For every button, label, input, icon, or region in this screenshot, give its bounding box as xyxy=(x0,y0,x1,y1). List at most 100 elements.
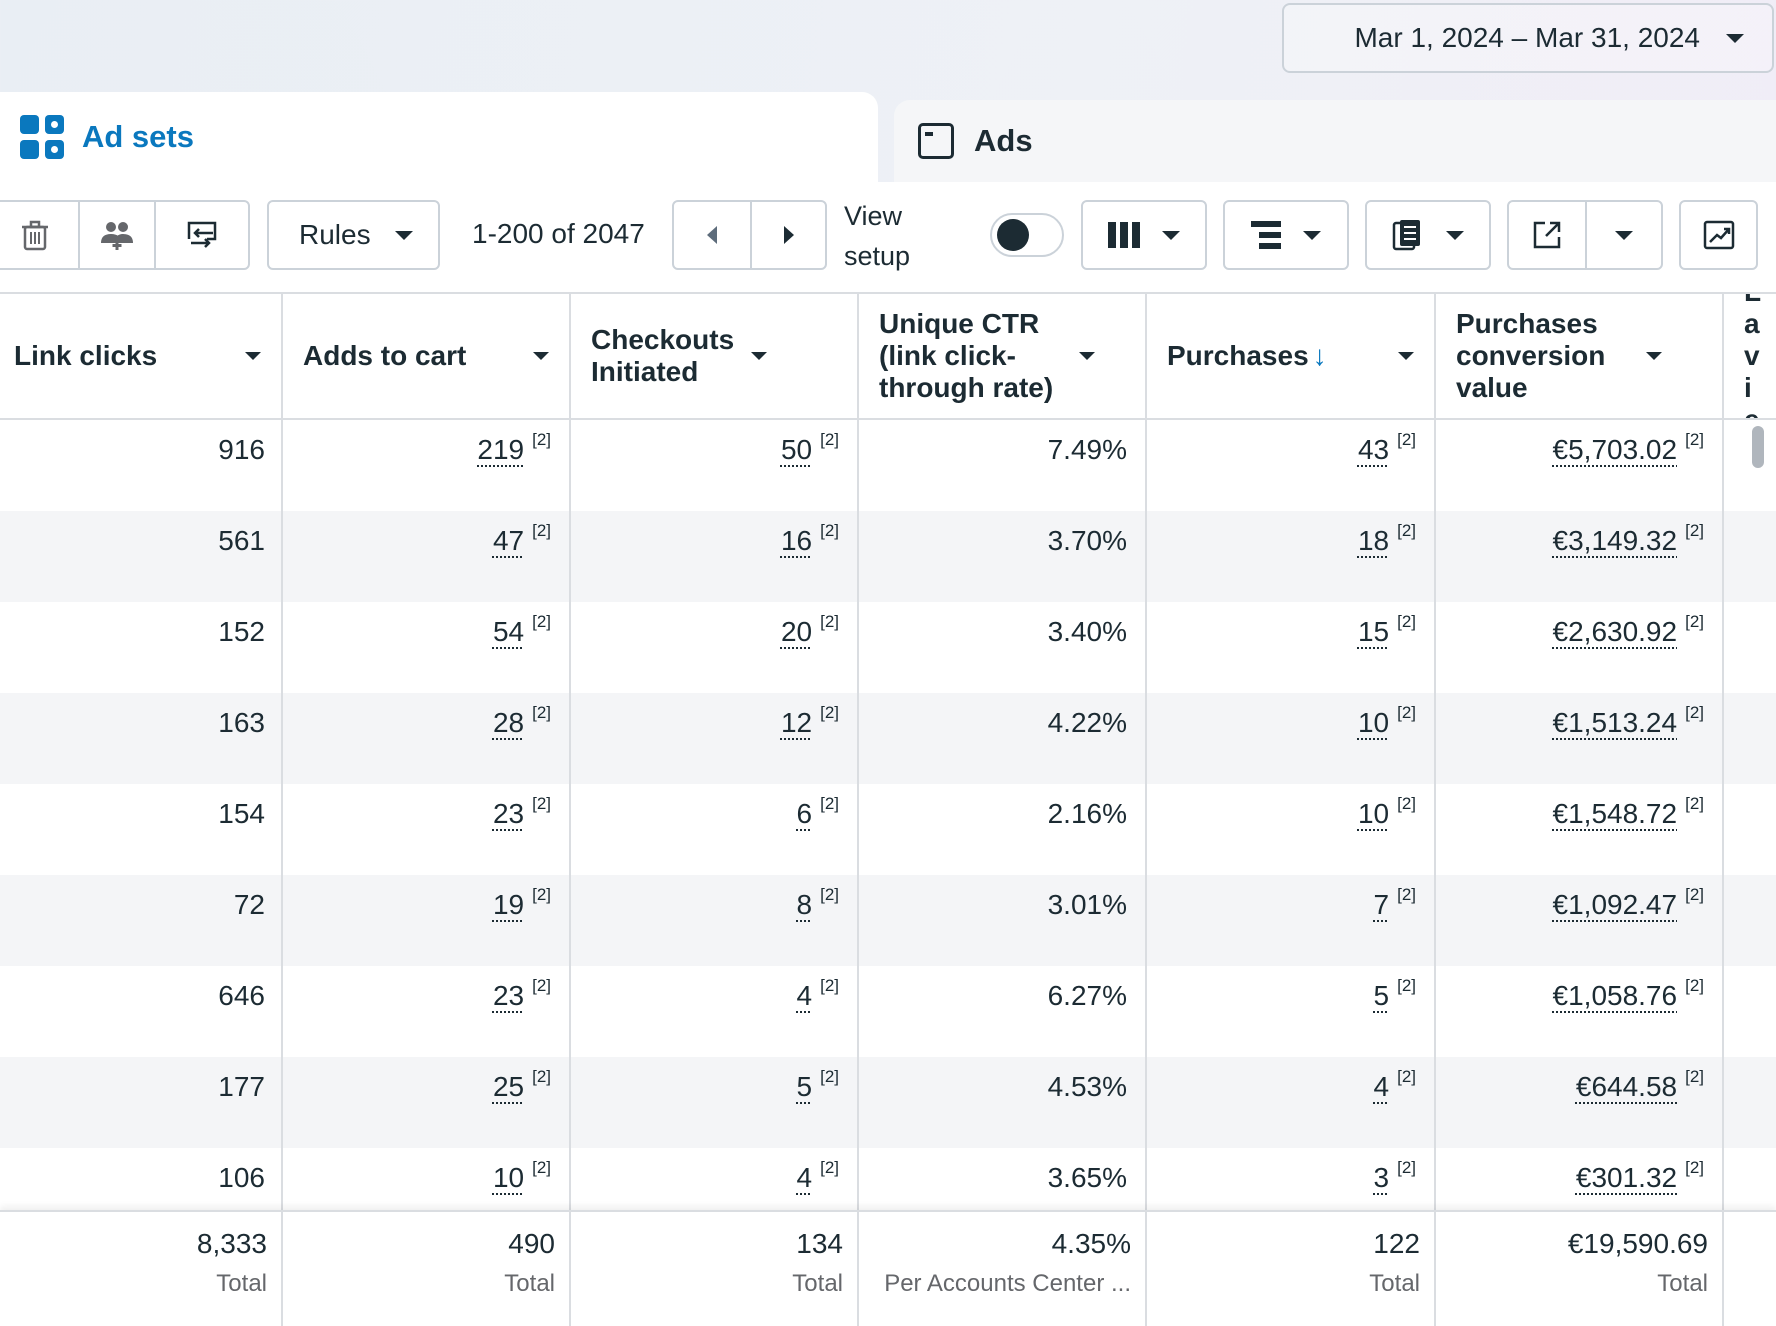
cell-purchase-value: €301.32 [2] xyxy=(1436,1148,1724,1239)
cell-value[interactable]: 20 xyxy=(780,616,813,647)
audience-button[interactable] xyxy=(78,202,154,268)
reference-marker: [2] xyxy=(1397,1067,1416,1086)
reference-marker: [2] xyxy=(820,612,839,631)
cell-value[interactable]: 28 xyxy=(492,707,525,738)
cell-value[interactable]: €2,630.92 xyxy=(1552,616,1678,647)
cell-value[interactable]: 7 xyxy=(1373,889,1390,920)
cell-value[interactable]: 4 xyxy=(1373,1071,1390,1102)
cell-value[interactable]: 23 xyxy=(492,798,525,829)
charts-button[interactable] xyxy=(1679,200,1758,270)
column-header-purchases[interactable]: Purchases ↓ xyxy=(1147,294,1436,418)
cell-value[interactable]: 23 xyxy=(492,980,525,1011)
columns-dropdown[interactable] xyxy=(1081,200,1207,270)
column-header-landing-page-views[interactable]: La vie xyxy=(1724,294,1776,418)
chevron-down-icon[interactable] xyxy=(1079,352,1095,360)
sort-desc-icon: ↓ xyxy=(1312,340,1327,371)
cell-value[interactable]: 54 xyxy=(492,616,525,647)
table-row[interactable]: 916 219 [2] 50 [2] 7.49% 43 [2] €5,703.02 [2] xyxy=(0,420,1776,511)
table-row[interactable]: 561 47 [2] 16 [2] 3.70% 18 [2] €3,149.32 [2] xyxy=(0,511,1776,602)
cell-value[interactable]: 8 xyxy=(796,889,813,920)
cell-link-clicks: 154 xyxy=(0,784,283,875)
column-header-link-clicks[interactable]: Link clicks xyxy=(0,294,283,418)
reports-dropdown[interactable] xyxy=(1365,200,1491,270)
table-row[interactable]: 646 23 [2] 4 [2] 6.27% 5 [2] €1,058.76 [2] xyxy=(0,966,1776,1057)
cell-value[interactable]: 10 xyxy=(1357,707,1390,738)
cell-value[interactable]: €5,703.02 xyxy=(1552,434,1678,465)
cell-value[interactable]: €1,092.47 xyxy=(1552,889,1678,920)
cell-value[interactable]: 4 xyxy=(796,1162,813,1193)
table-header: Link clicks Adds to cart Checkouts Initi… xyxy=(0,294,1776,420)
grid-icon xyxy=(20,115,64,159)
cell-value[interactable]: 47 xyxy=(492,525,525,556)
cell-value[interactable]: 219 xyxy=(477,434,525,465)
cell-value[interactable]: €1,513.24 xyxy=(1552,707,1678,738)
table-row[interactable]: 106 10 [2] 4 [2] 3.65% 3 [2] €301.32 [2] xyxy=(0,1148,1776,1239)
table-row[interactable]: 152 54 [2] 20 [2] 3.40% 15 [2] €2,630.92 [2] xyxy=(0,602,1776,693)
cell-value[interactable]: €1,548.72 xyxy=(1552,798,1678,829)
pagination-controls xyxy=(672,200,827,270)
prev-page-button[interactable] xyxy=(674,202,750,268)
chevron-down-icon[interactable] xyxy=(533,352,549,360)
export-icon xyxy=(1533,221,1561,249)
vertical-scrollbar[interactable] xyxy=(1752,426,1764,468)
cell-adds-to-cart: 23 [2] xyxy=(283,966,571,1057)
cell-value[interactable]: €1,058.76 xyxy=(1552,980,1678,1011)
cell-value: 3.70% xyxy=(1047,525,1127,556)
total-label: Total xyxy=(1369,1270,1420,1297)
tab-ad-sets[interactable]: Ad sets xyxy=(0,92,878,182)
table-row[interactable]: 163 28 [2] 12 [2] 4.22% 10 [2] €1,513.24 [2] xyxy=(0,693,1776,784)
cell-landing-page-views xyxy=(1724,875,1776,966)
column-header-unique-ctr[interactable]: Unique CTR (link click-through rate) xyxy=(859,294,1147,418)
cell-value[interactable]: 19 xyxy=(492,889,525,920)
export-button[interactable] xyxy=(1509,202,1585,268)
column-header-adds-to-cart[interactable]: Adds to cart xyxy=(283,294,571,418)
view-setup-toggle[interactable] xyxy=(990,213,1064,257)
chevron-down-icon[interactable] xyxy=(751,352,767,360)
table-row[interactable]: 72 19 [2] 8 [2] 3.01% 7 [2] €1,092.47 [2] xyxy=(0,875,1776,966)
next-page-button[interactable] xyxy=(750,202,825,268)
rules-dropdown[interactable]: Rules xyxy=(267,200,440,270)
column-header-checkouts[interactable]: Checkouts Initiated xyxy=(571,294,859,418)
total-cell-checkouts: 134 Total xyxy=(571,1212,859,1326)
cell-value[interactable]: €3,149.32 xyxy=(1552,525,1678,556)
column-header-purchase-value[interactable]: Purchases conversion value xyxy=(1436,294,1724,418)
cell-value: 6.27% xyxy=(1047,980,1127,1011)
cell-purchases: 4 [2] xyxy=(1147,1057,1436,1148)
table-row[interactable]: 154 23 [2] 6 [2] 2.16% 10 [2] €1,548.72 [2] xyxy=(0,784,1776,875)
cell-value[interactable]: 10 xyxy=(1357,798,1390,829)
chevron-down-icon[interactable] xyxy=(1398,352,1414,360)
cell-value[interactable]: 43 xyxy=(1357,434,1390,465)
cell-value[interactable]: 3 xyxy=(1373,1162,1390,1193)
cell-value[interactable]: €644.58 xyxy=(1575,1071,1678,1102)
cell-value[interactable]: 50 xyxy=(780,434,813,465)
table-row[interactable]: 177 25 [2] 5 [2] 4.53% 4 [2] €644.58 [2] xyxy=(0,1057,1776,1148)
date-range-picker[interactable]: Mar 1, 2024 – Mar 31, 2024 xyxy=(1282,3,1774,73)
ab-test-button[interactable] xyxy=(154,202,248,268)
cell-value[interactable]: 25 xyxy=(492,1071,525,1102)
cell-value[interactable]: 15 xyxy=(1357,616,1390,647)
reference-marker: [2] xyxy=(1685,703,1704,722)
reference-marker: [2] xyxy=(820,976,839,995)
cell-value[interactable]: 6 xyxy=(796,798,813,829)
tab-ads[interactable]: Ads xyxy=(894,100,1776,182)
reference-marker: [2] xyxy=(532,885,551,904)
cell-value[interactable]: 4 xyxy=(796,980,813,1011)
cell-value[interactable]: 16 xyxy=(780,525,813,556)
cell-value[interactable]: 10 xyxy=(492,1162,525,1193)
export-dropdown[interactable] xyxy=(1585,202,1661,268)
cell-value[interactable]: 5 xyxy=(796,1071,813,1102)
cell-value[interactable]: 5 xyxy=(1373,980,1390,1011)
reference-marker: [2] xyxy=(532,794,551,813)
cell-value: 106 xyxy=(218,1162,265,1193)
cell-value[interactable]: €301.32 xyxy=(1575,1162,1678,1193)
cell-value[interactable]: 18 xyxy=(1357,525,1390,556)
chevron-down-icon[interactable] xyxy=(245,352,261,360)
chevron-down-icon[interactable] xyxy=(1646,352,1662,360)
chevron-down-icon xyxy=(1162,230,1180,240)
cell-value: 7.49% xyxy=(1047,434,1127,465)
column-header-label: Checkouts Initiated xyxy=(591,324,735,387)
delete-button[interactable] xyxy=(0,202,78,268)
breakdown-dropdown[interactable] xyxy=(1223,200,1349,270)
cell-value[interactable]: 12 xyxy=(780,707,813,738)
reference-marker: [2] xyxy=(1397,794,1416,813)
